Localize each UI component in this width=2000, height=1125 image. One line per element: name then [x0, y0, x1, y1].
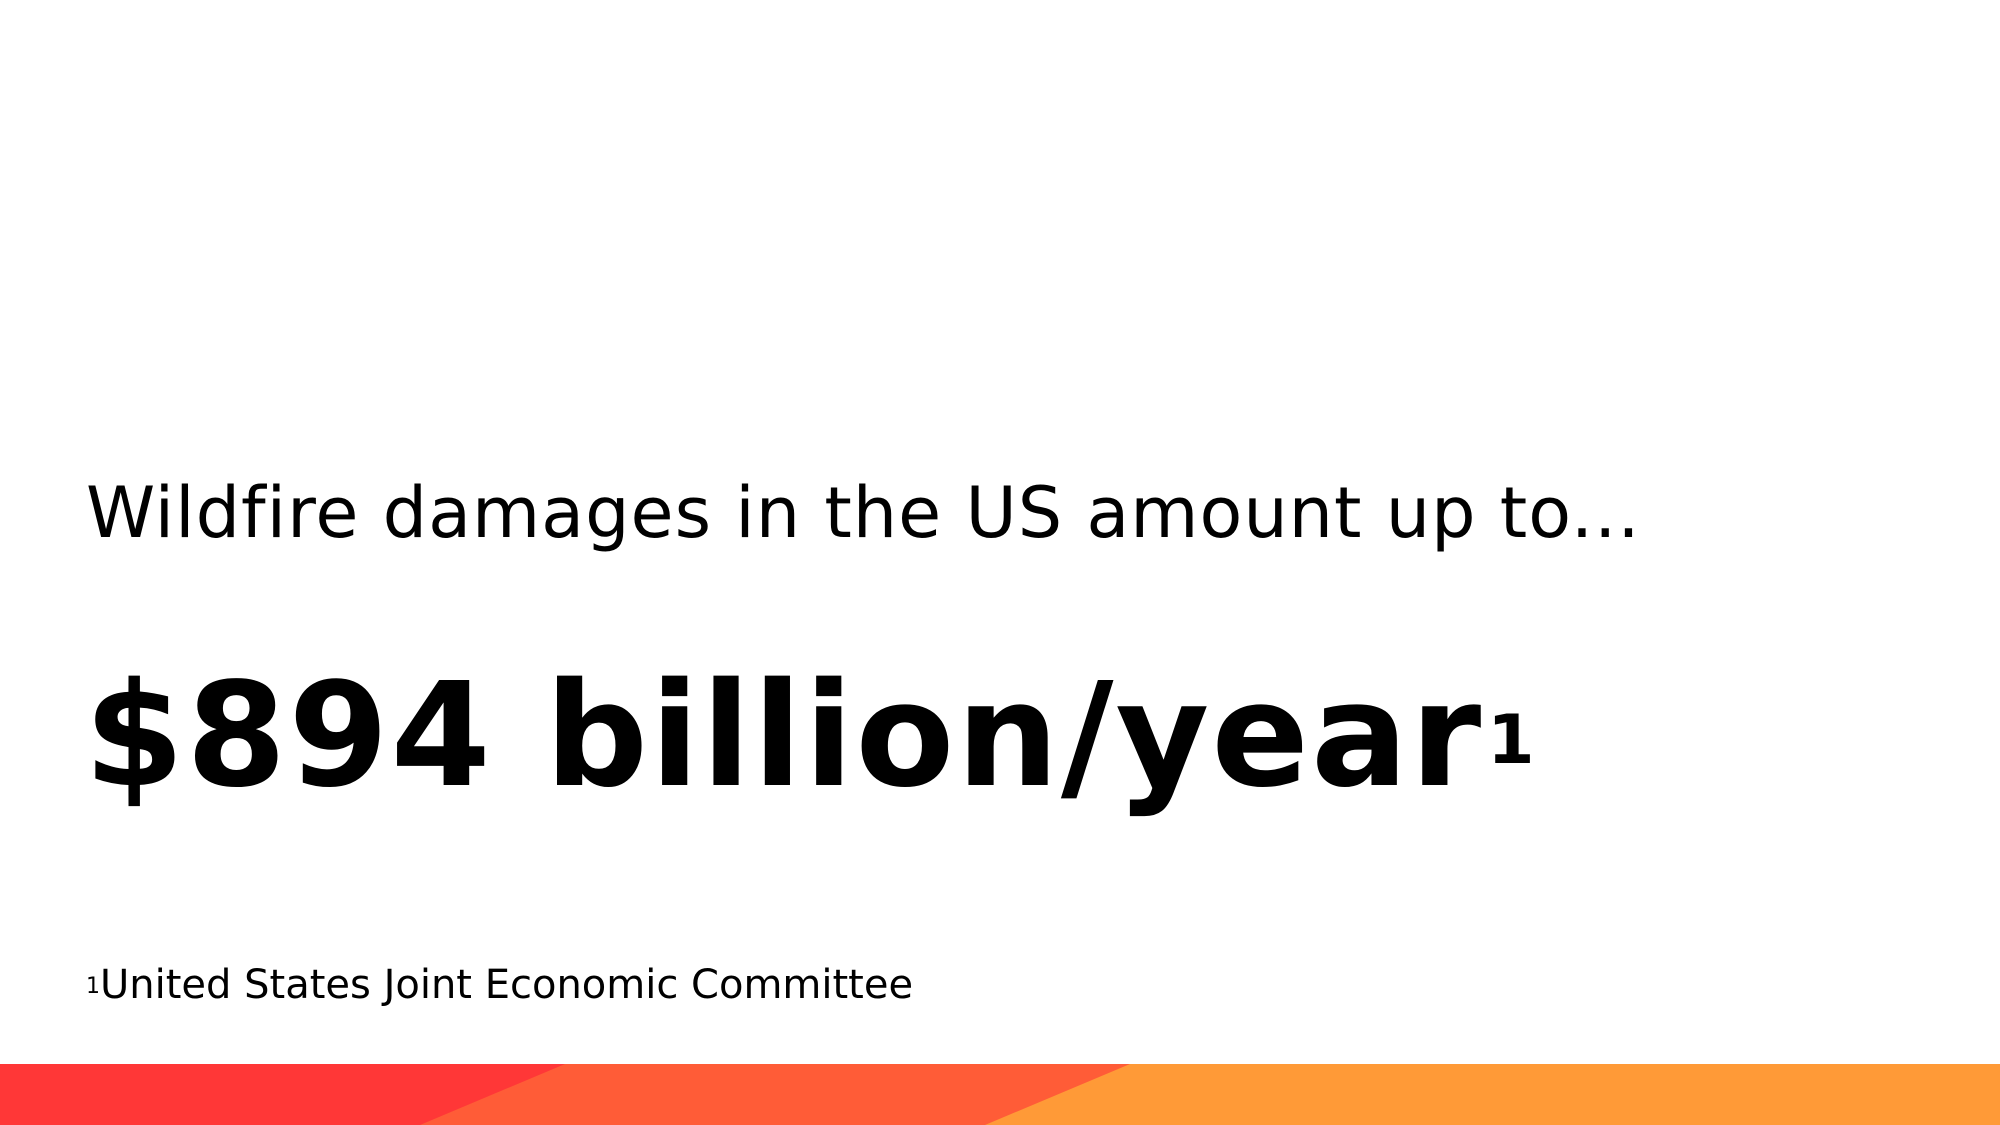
- headline-value: $894 billion/year: [84, 651, 1484, 819]
- footnote: 1United States Joint Economic Committee: [86, 960, 913, 1010]
- intro-text: Wildfire damages in the US amount up to.…: [86, 472, 1641, 554]
- band-red-segment: [0, 1064, 565, 1125]
- headline-footnote-marker: 1: [1487, 701, 1537, 780]
- headline-stat: $894 billion/year1: [84, 650, 1537, 820]
- decorative-color-band: [0, 1064, 2000, 1125]
- footnote-source: United States Joint Economic Committee: [100, 962, 914, 1008]
- footnote-marker: 1: [86, 974, 100, 999]
